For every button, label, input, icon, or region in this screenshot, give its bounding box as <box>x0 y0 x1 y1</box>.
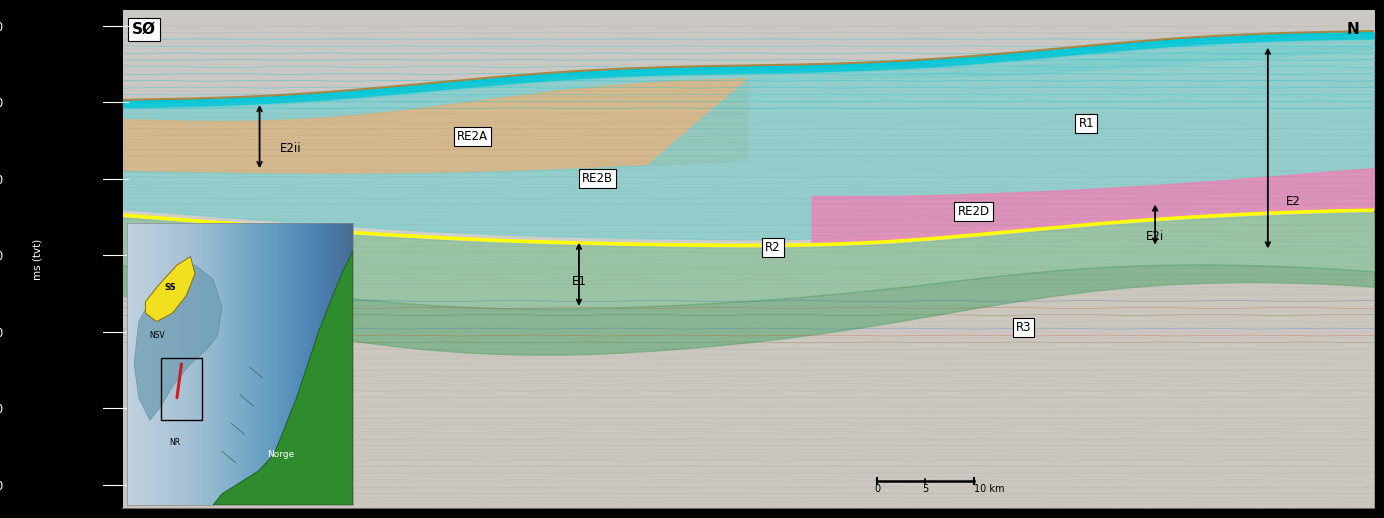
Text: Norge: Norge <box>267 450 295 459</box>
Text: 0: 0 <box>875 484 880 494</box>
Text: R1: R1 <box>1078 117 1093 130</box>
Bar <box>161 358 202 421</box>
Text: E2: E2 <box>1286 195 1301 208</box>
Text: RE2B: RE2B <box>583 172 613 185</box>
Text: SS: SS <box>165 283 176 292</box>
Polygon shape <box>213 251 353 505</box>
Text: E2ii: E2ii <box>280 141 302 154</box>
Text: 10 km: 10 km <box>973 484 1003 494</box>
Text: N: N <box>1347 22 1359 37</box>
Polygon shape <box>134 265 221 421</box>
Text: R3: R3 <box>1016 321 1031 334</box>
Text: ms (tvt): ms (tvt) <box>33 238 43 280</box>
Text: RE2D: RE2D <box>958 205 990 218</box>
Text: E2i: E2i <box>1146 229 1164 242</box>
Polygon shape <box>145 256 195 322</box>
Text: RE2A: RE2A <box>457 130 489 143</box>
Text: SØ: SØ <box>131 22 156 37</box>
Text: E1: E1 <box>572 276 587 289</box>
Text: NSV: NSV <box>148 331 165 340</box>
Text: 5: 5 <box>922 484 929 494</box>
Text: R2: R2 <box>765 241 781 254</box>
Text: NR: NR <box>169 438 180 448</box>
